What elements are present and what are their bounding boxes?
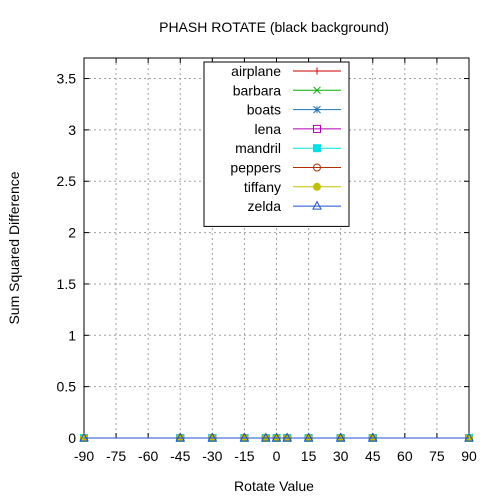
x-tick-label: 75 [429, 448, 445, 464]
y-tick-label: 3 [68, 122, 76, 138]
grid [84, 58, 469, 438]
legend-marker-boats [313, 105, 321, 114]
legend-marker-mandril [313, 144, 321, 153]
data-point-zelda [207, 432, 218, 442]
data-point-zelda [79, 432, 89, 442]
legend-label-airplane: airplane [231, 63, 281, 79]
data-point-zelda [271, 432, 282, 442]
y-tick-label: 1.5 [57, 276, 77, 292]
legend-label-tiffany: tiffany [244, 179, 281, 195]
legend-marker-barbara [313, 86, 321, 95]
data-point-zelda [303, 432, 314, 442]
series-layer [79, 432, 474, 442]
chart-title: PHASH ROTATE (black background) [159, 19, 389, 35]
x-tick-label: -45 [170, 448, 190, 464]
y-axis-label: Sum Squared Difference [6, 171, 22, 324]
y-tick-label: 2.5 [57, 173, 77, 189]
y-tick-label: 2 [68, 225, 76, 241]
x-tick-label: 0 [273, 448, 281, 464]
x-tick-label: 45 [365, 448, 381, 464]
y-tick-label: 0 [68, 430, 76, 446]
x-tick-label: 15 [301, 448, 317, 464]
legend-label-barbara: barbara [233, 82, 281, 98]
x-tick-label: -30 [202, 448, 222, 464]
data-point-zelda [367, 432, 378, 442]
legend-label-boats: boats [247, 102, 281, 118]
data-point-zelda [282, 432, 293, 442]
legend-box [203, 61, 350, 227]
x-axis-label: Rotate Value [234, 478, 314, 494]
legend-label-zelda: zelda [248, 198, 282, 214]
x-tick-label: -60 [138, 448, 158, 464]
legend-marker-zelda [312, 200, 322, 210]
data-point-zelda [260, 432, 271, 442]
legend-marker-tiffany [313, 182, 321, 191]
series-zelda [79, 432, 474, 442]
x-tick-label: -15 [234, 448, 254, 464]
data-point-zelda [175, 432, 186, 442]
legend-label-lena: lena [255, 121, 282, 137]
x-tick-label: 30 [333, 448, 349, 464]
data-point-zelda [239, 432, 250, 442]
y-tick-label: 3.5 [57, 71, 77, 87]
y-tick-label: 0.5 [57, 379, 77, 395]
legend-marker-lena [313, 124, 321, 133]
y-tick-labels: 0 0.5 1 1.5 2 2.5 3 3.5 [57, 71, 77, 446]
legend-marker-peppers [313, 163, 321, 172]
legend-marker-airplane [313, 67, 321, 75]
y-tick-label: 1 [68, 327, 76, 343]
data-point-zelda [335, 432, 346, 442]
x-tick-label: -90 [74, 448, 94, 464]
legend-label-mandril: mandril [235, 140, 281, 156]
data-point-zelda [464, 432, 474, 442]
x-tick-label: 60 [397, 448, 413, 464]
x-tick-labels: -90 -75 -60 -45 -30 -15 0 15 30 45 60 75 90 [74, 448, 477, 464]
x-tick-label: -75 [106, 448, 126, 464]
legend-label-peppers: peppers [230, 160, 281, 176]
x-tick-label: 90 [461, 448, 477, 464]
legend: airplane barbara boats lena mandril peppers ti… [203, 61, 350, 227]
